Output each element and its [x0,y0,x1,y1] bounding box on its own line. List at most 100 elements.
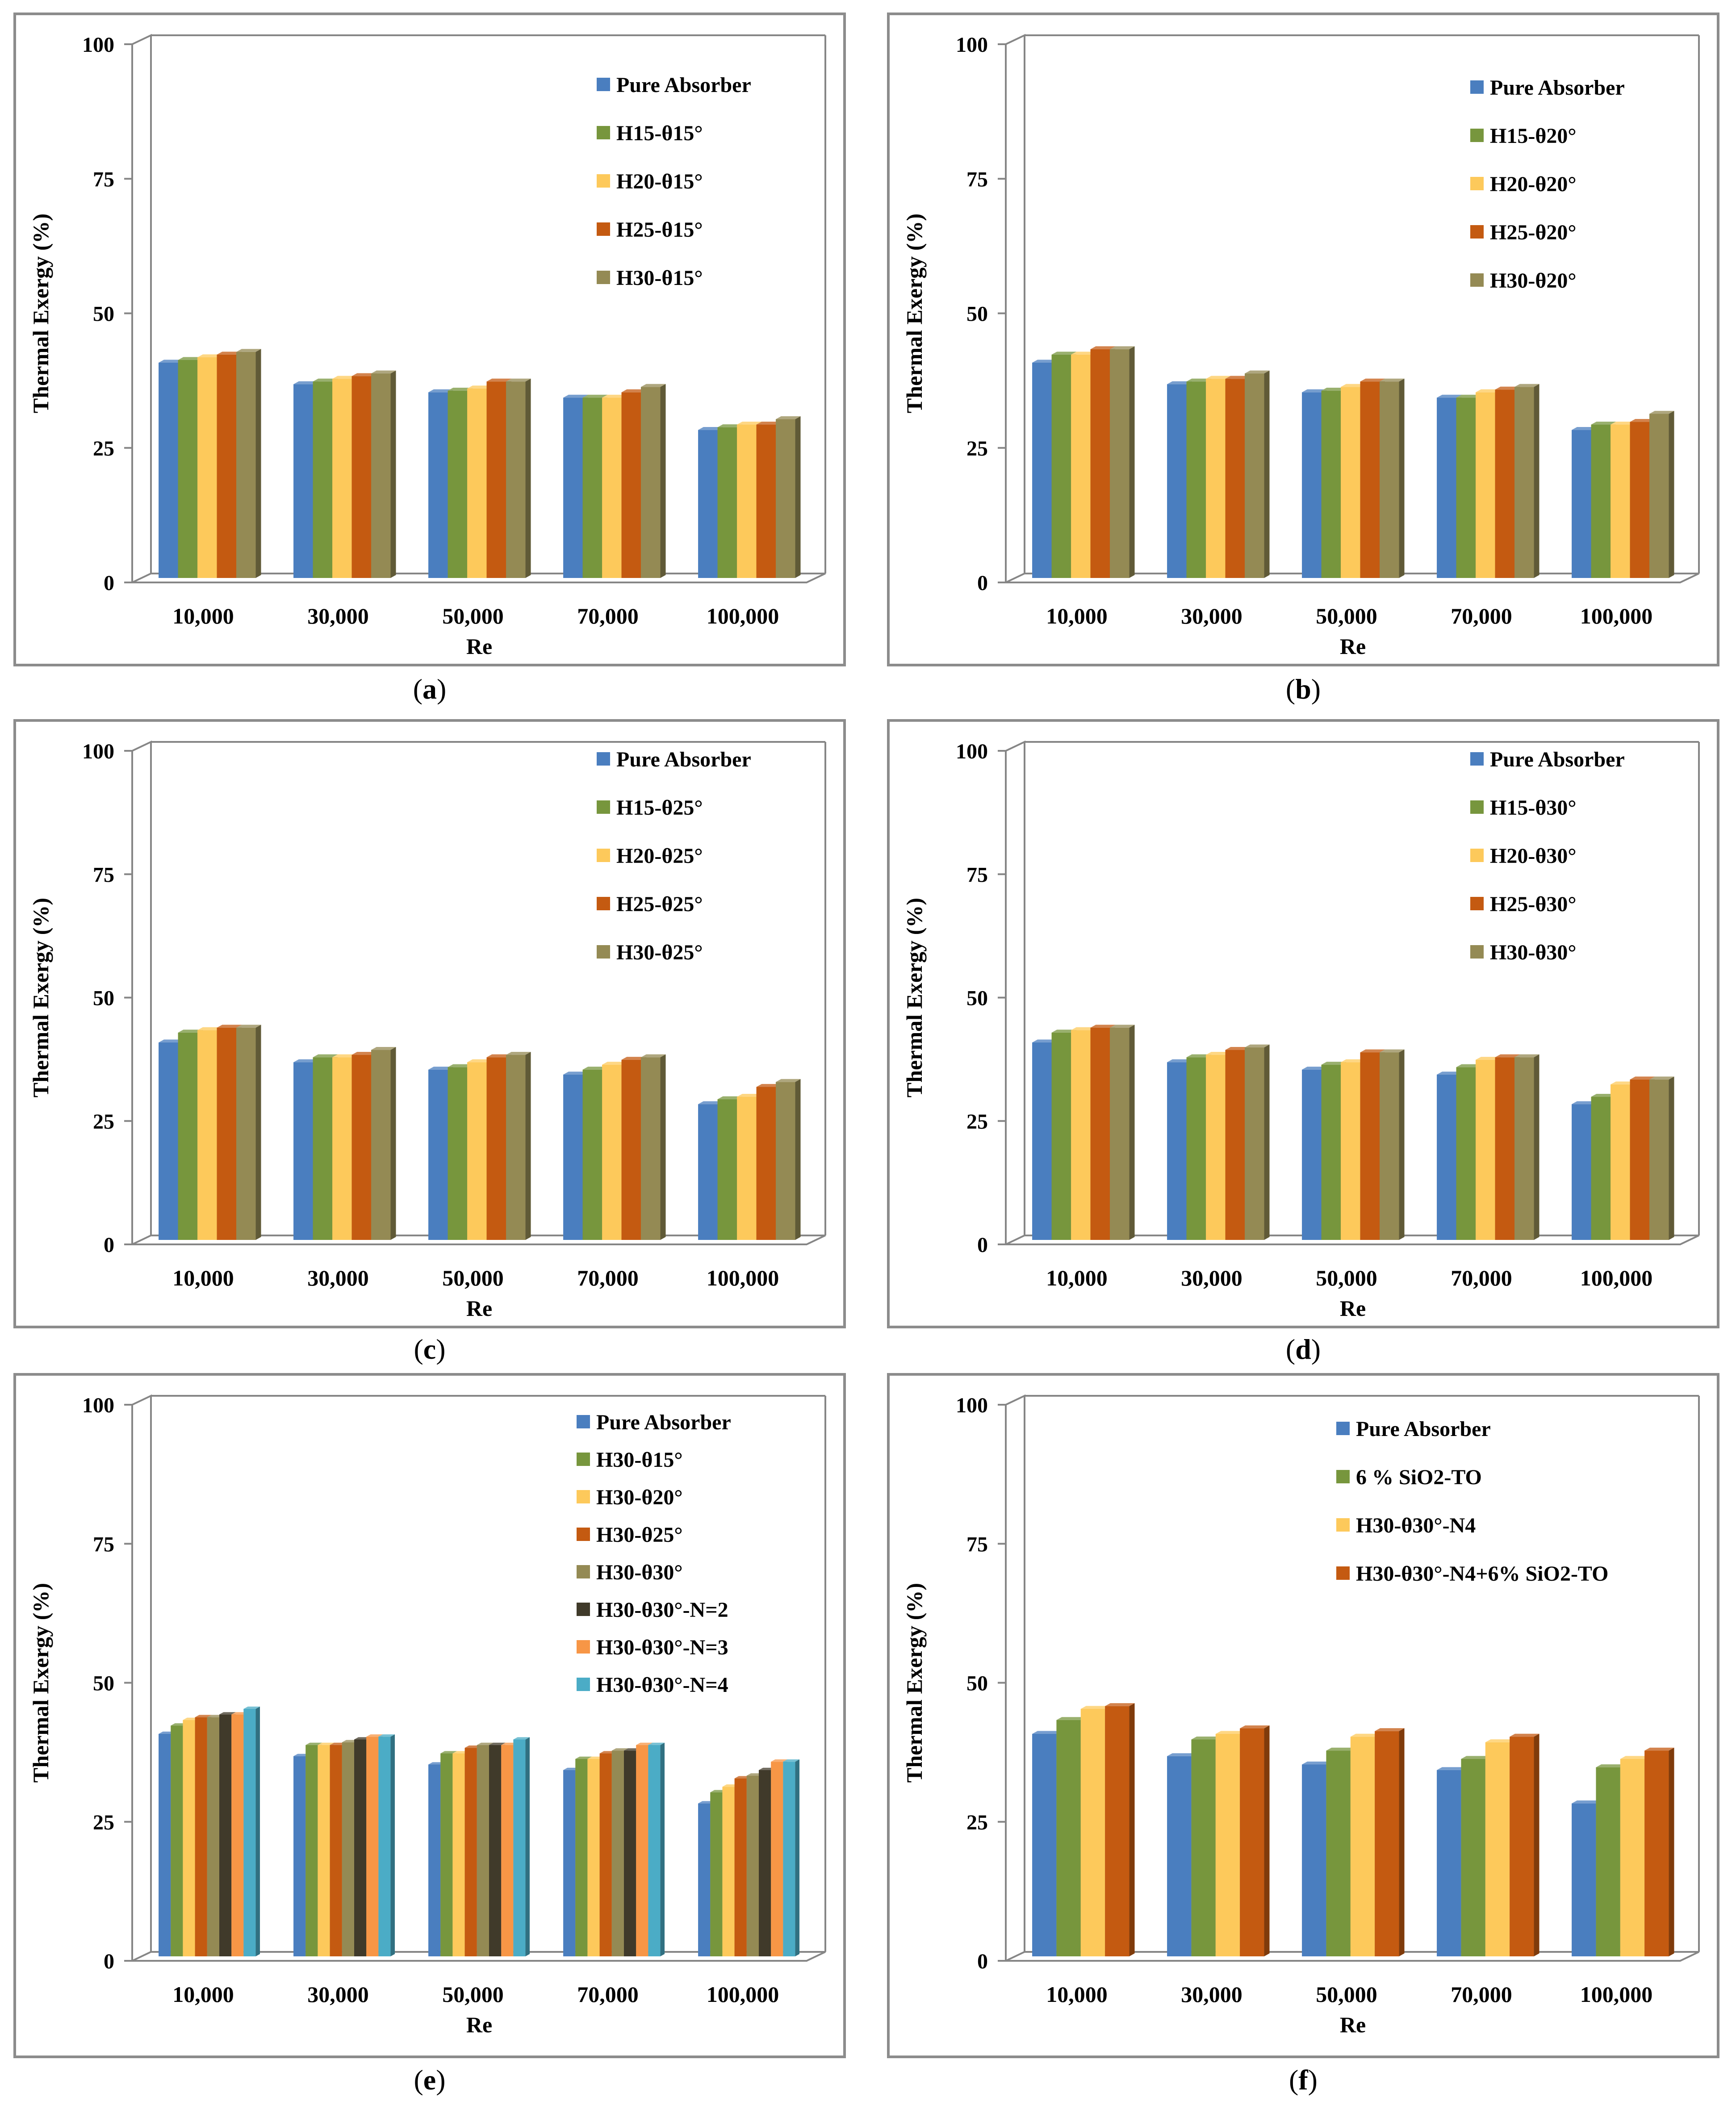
y-tick-label-c-0: 0 [104,1233,114,1257]
x-tick-label-a-4: 100,000 [707,603,779,628]
chart-panel-b: 0 25 50 75 100 Thermal Exergy (%) 10,000 30,000… [887,13,1719,666]
legend-label-d-3: H25-θ30° [1490,892,1577,916]
side-wall-d [1005,740,1025,1244]
legend-swatch-a-2 [597,174,610,188]
caption-e: (e) [414,2064,446,2096]
y-tick-label-b-4: 100 [956,33,988,57]
legend-label-f-2: H30-θ30°-N4 [1356,1514,1476,1537]
bar-b-H30-θ20°-70,000 [1514,384,1539,578]
legend-label-e-4: H30-θ30° [596,1561,683,1584]
x-axis-label-e: Re [466,2012,492,2037]
legend-swatch-e-4 [577,1565,590,1578]
x-tick-label-c-2: 50,000 [442,1265,504,1290]
bar-d-H30-θ30°-10,000 [1110,1025,1135,1240]
x-tick-label-d-3: 70,000 [1451,1265,1512,1290]
chart-panel-a: 0 25 50 75 100 Thermal Exergy (%) 10,000 30,000… [13,13,846,666]
bar-e-H30-θ30°-N=4-70,000 [648,1742,665,1956]
legend-swatch-d-2 [1470,849,1484,862]
x-tick-label-a-3: 70,000 [577,603,639,628]
y-axis-label-f: Thermal Exergy (%) [902,1583,927,1783]
x-tick-label-c-3: 70,000 [577,1265,639,1290]
legend-swatch-f-2 [1336,1518,1350,1532]
bar-e-H30-θ30°-N=4-30,000 [378,1734,395,1956]
x-tick-label-f-1: 30,000 [1181,1982,1242,2007]
legend-label-d-4: H30-θ30° [1490,941,1577,964]
y-tick-label-e-0: 0 [104,1950,114,1973]
legend-label-c-2: H20-θ25° [616,844,703,868]
x-tick-label-f-3: 70,000 [1451,1982,1512,2007]
x-tick-label-d-0: 10,000 [1046,1265,1108,1290]
y-axis-label-e: Thermal Exergy (%) [28,1583,53,1783]
legend-swatch-c-3 [597,897,610,910]
chart-panel-e: 0 25 50 75 100 Thermal Exergy (%) 10,000 30,000… [13,1373,846,2058]
bar-d-H30-θ30°-70,000 [1514,1054,1539,1240]
x-tick-label-b-4: 100,000 [1580,603,1653,628]
legend-label-e-2: H30-θ20° [596,1486,683,1509]
bar-f-H30-θ30°-N4+6% SiO2-TO-50,000 [1375,1728,1405,1956]
y-tick-label-a-0: 0 [104,571,114,595]
x-tick-label-b-3: 70,000 [1451,603,1512,628]
legend-label-a-2: H20-θ15° [616,170,703,193]
legend-label-e-0: Pure Absorber [596,1411,731,1434]
y-tick-label-c-3: 75 [93,863,114,887]
legend-label-b-1: H15-θ20° [1490,124,1577,148]
x-tick-label-f-0: 10,000 [1046,1982,1108,2007]
y-tick-label-b-0: 0 [977,571,988,595]
legend-label-e-3: H30-θ25° [596,1523,683,1547]
y-tick-label-f-3: 75 [966,1532,988,1556]
bar-a-H30-θ15°-100,000 [776,416,801,578]
legend-label-e-5: H30-θ30°-N=2 [596,1598,728,1622]
legend-swatch-d-1 [1470,800,1484,814]
bar-b-H30-θ20°-100,000 [1649,410,1674,578]
legend-swatch-c-0 [597,752,610,766]
x-tick-label-e-4: 100,000 [707,1982,779,2007]
x-tick-label-f-4: 100,000 [1580,1982,1653,2007]
legend-label-d-1: H15-θ30° [1490,796,1577,820]
bar-chart-f: 0 25 50 75 100 Thermal Exergy (%) 10,000 30,000… [902,1394,1700,2037]
legend-label-b-2: H20-θ20° [1490,172,1577,196]
y-tick-label-e-3: 75 [93,1532,114,1556]
legend-swatch-e-7 [577,1678,590,1691]
y-tick-label-c-2: 50 [93,987,114,1010]
legend-label-d-2: H20-θ30° [1490,844,1577,868]
legend-swatch-e-3 [577,1528,590,1541]
bar-f-H30-θ30°-N4+6% SiO2-TO-30,000 [1240,1725,1270,1956]
y-axis-label-a: Thermal Exergy (%) [28,214,53,413]
legend-label-b-0: Pure Absorber [1490,76,1625,100]
bar-e-H30-θ30°-N=4-50,000 [513,1737,530,1956]
bar-b-H30-θ20°-10,000 [1110,346,1135,578]
legend-label-a-3: H25-θ15° [616,218,703,242]
legend-swatch-b-3 [1470,225,1484,239]
y-tick-label-d-2: 50 [966,987,988,1010]
chart-panel-c: 0 25 50 75 100 Thermal Exergy (%) 10,000 30,000… [13,719,846,1328]
legend-swatch-f-0 [1336,1422,1350,1435]
legend-swatch-e-6 [577,1640,590,1654]
x-axis-label-b: Re [1340,634,1366,659]
legend-swatch-b-1 [1470,129,1484,142]
legend-swatch-c-2 [597,849,610,862]
legend-swatch-a-3 [597,222,610,236]
legend-swatch-b-2 [1470,177,1484,190]
legend-swatch-a-4 [597,271,610,284]
bar-chart-e: 0 25 50 75 100 Thermal Exergy (%) 10,000 30,000… [28,1394,826,2037]
bar-c-Pure Absorber-10,000 [159,1039,184,1240]
legend-label-a-0: Pure Absorber [616,73,751,97]
y-tick-label-a-4: 100 [82,33,114,57]
bar-c-H30-θ25°-10,000 [236,1025,261,1240]
legend-swatch-c-4 [597,945,610,959]
side-wall-c [131,740,152,1244]
legend-label-c-0: Pure Absorber [616,748,751,771]
y-tick-label-b-2: 50 [966,302,988,326]
bar-chart-a: 0 25 50 75 100 Thermal Exergy (%) 10,000 30,000… [28,33,826,659]
x-tick-label-c-4: 100,000 [707,1265,779,1290]
bar-a-H30-θ15°-30,000 [371,370,396,578]
legend-swatch-d-3 [1470,897,1484,910]
bar-a-H30-θ15°-10,000 [236,349,261,578]
y-tick-label-d-4: 100 [956,740,988,763]
x-tick-label-b-1: 30,000 [1181,603,1242,628]
legend-label-c-4: H30-θ25° [616,941,703,964]
legend-swatch-e-2 [577,1490,590,1503]
bar-e-H30-θ30°-N=4-100,000 [783,1759,800,1956]
y-tick-label-b-1: 25 [966,437,988,461]
caption-b: (b) [1285,673,1321,705]
